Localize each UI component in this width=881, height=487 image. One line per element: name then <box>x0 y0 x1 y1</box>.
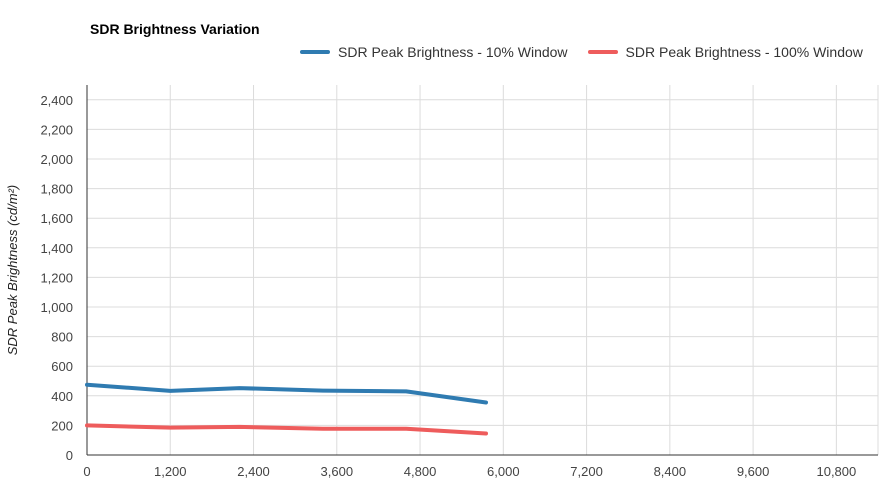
x-tick-label: 0 <box>83 464 90 479</box>
series-line-1[interactable] <box>85 423 488 436</box>
y-tick-label: 600 <box>51 359 73 374</box>
tick-labels: 0 1,200 2,400 3,600 4,800 6,000 7,200 8,400 9,60… <box>40 93 856 479</box>
x-tick-label: 8,400 <box>654 464 687 479</box>
y-tick-label: 1,400 <box>40 241 73 256</box>
y-tick-label: 1,800 <box>40 182 73 197</box>
legend-item-10pct[interactable]: SDR Peak Brightness - 10% Window <box>300 44 568 60</box>
y-axis-label: SDR Peak Brightness (cd/m²) <box>5 185 20 356</box>
chart-title: SDR Brightness Variation <box>90 21 260 37</box>
x-tick-label: 6,000 <box>487 464 520 479</box>
legend: SDR Peak Brightness - 10% Window SDR Pea… <box>300 44 863 60</box>
y-tick-label: 800 <box>51 330 73 345</box>
y-tick-label: 2,000 <box>40 152 73 167</box>
y-tick-label: 1,600 <box>40 211 73 226</box>
x-tick-label: 3,600 <box>321 464 354 479</box>
y-tick-label: 1,000 <box>40 300 73 315</box>
legend-label-100pct: SDR Peak Brightness - 100% Window <box>625 44 863 60</box>
x-tick-label: 1,200 <box>154 464 187 479</box>
y-tick-label: 200 <box>51 418 73 433</box>
grid-lines <box>87 85 879 455</box>
y-tick-label: 0 <box>66 448 73 463</box>
legend-item-100pct[interactable]: SDR Peak Brightness - 100% Window <box>587 44 863 60</box>
y-tick-label: 400 <box>51 389 73 404</box>
legend-swatch-10pct <box>300 50 330 54</box>
y-tick-label: 1,200 <box>40 270 73 285</box>
y-tick-label: 2,200 <box>40 122 73 137</box>
series-layer <box>85 382 488 436</box>
y-tick-label: 2,400 <box>40 93 73 108</box>
x-tick-label: 9,600 <box>737 464 770 479</box>
x-tick-label: 7,200 <box>570 464 603 479</box>
series-line-0[interactable] <box>85 382 488 405</box>
x-tick-label: 2,400 <box>237 464 270 479</box>
legend-label-10pct: SDR Peak Brightness - 10% Window <box>338 44 568 60</box>
x-tick-label: 4,800 <box>404 464 437 479</box>
axes <box>86 85 878 456</box>
x-tick-label: 10,800 <box>816 464 856 479</box>
legend-swatch-100pct <box>587 50 618 54</box>
